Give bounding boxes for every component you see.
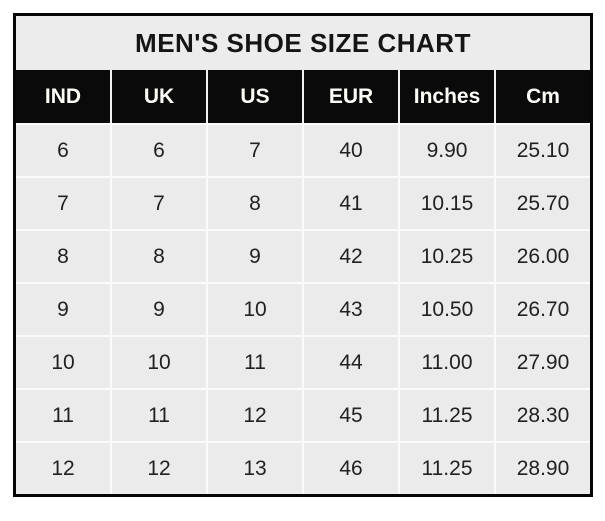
table-cell: 28.30 [496,390,590,441]
table-cell: 11 [112,390,206,441]
table-cell: 10 [208,284,302,335]
table-cell: 25.10 [496,125,590,176]
table-cell: 11.00 [400,337,494,388]
table-cell: 9 [16,284,110,335]
column-header-cm: Cm [496,70,590,123]
table-cell: 10 [16,337,110,388]
table-cell: 6 [16,125,110,176]
table-cell: 45 [304,390,398,441]
table-cell: 12 [208,390,302,441]
table-cell: 10.15 [400,178,494,229]
table-cell: 26.70 [496,284,590,335]
table-cell: 6 [112,125,206,176]
table-cell: 12 [112,443,206,494]
header-row: IND UK US EUR Inches Cm [16,70,590,123]
column-header-uk: UK [112,70,206,123]
table-cell: 8 [112,231,206,282]
table-cell: 10 [112,337,206,388]
table-cell: 10.50 [400,284,494,335]
table-cell: 11.25 [400,443,494,494]
table-cell: 42 [304,231,398,282]
column-header-ind: IND [16,70,110,123]
table-cell: 43 [304,284,398,335]
table-cell: 13 [208,443,302,494]
table-cell: 26.00 [496,231,590,282]
column-header-us: US [208,70,302,123]
column-header-eur: EUR [304,70,398,123]
table-cell: 41 [304,178,398,229]
table-cell: 9 [112,284,206,335]
chart-title: MEN'S SHOE SIZE CHART [16,16,590,70]
table-cell: 11 [208,337,302,388]
table-cell: 7 [208,125,302,176]
table-cell: 44 [304,337,398,388]
table-cell: 10.25 [400,231,494,282]
table-body: 6 6 7 40 9.90 25.10 7 7 8 41 10.15 25.70 8 8 9 42 10.25 2… [16,123,590,494]
table-cell: 9 [208,231,302,282]
table-cell: 46 [304,443,398,494]
table-cell: 7 [16,178,110,229]
table-cell: 7 [112,178,206,229]
table-cell: 27.90 [496,337,590,388]
table-cell: 11 [16,390,110,441]
table-cell: 12 [16,443,110,494]
table-cell: 40 [304,125,398,176]
column-header-inches: Inches [400,70,494,123]
table-cell: 9.90 [400,125,494,176]
table-cell: 8 [16,231,110,282]
shoe-size-chart: MEN'S SHOE SIZE CHART IND UK US EUR Inch… [13,13,593,497]
table-cell: 28.90 [496,443,590,494]
table-cell: 8 [208,178,302,229]
table-cell: 25.70 [496,178,590,229]
table-cell: 11.25 [400,390,494,441]
